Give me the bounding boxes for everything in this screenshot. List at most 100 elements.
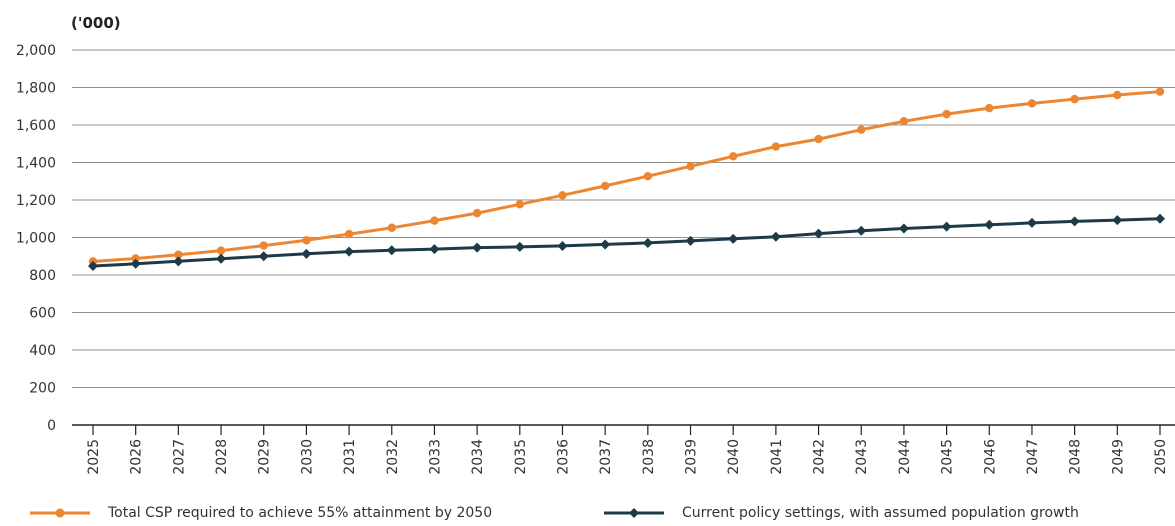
legend-item-total-csp: Total CSP required to achieve 55% attain… xyxy=(30,505,492,521)
x-tick-label: 2045 xyxy=(940,439,956,475)
data-point-current-policy xyxy=(1155,213,1165,224)
data-point-current-policy xyxy=(642,237,653,248)
data-point-current-policy xyxy=(685,235,696,246)
data-point-total-csp xyxy=(302,236,311,245)
data-point-total-csp xyxy=(387,223,396,232)
y-tick-label: 1,800 xyxy=(16,81,56,97)
gridlines xyxy=(72,49,1175,388)
x-tick-label: 2049 xyxy=(1110,439,1126,475)
data-point-total-csp xyxy=(259,241,268,250)
x-tick-label: 2027 xyxy=(171,439,187,475)
data-point-total-csp xyxy=(1155,87,1165,96)
data-point-total-csp xyxy=(216,246,226,255)
x-tick-label: 2042 xyxy=(812,439,828,475)
y-tick-label: 1,400 xyxy=(16,156,56,172)
data-point-total-csp xyxy=(1113,90,1122,100)
y-tick-label: 2,000 xyxy=(16,43,56,59)
data-point-total-csp xyxy=(174,250,183,259)
data-point-current-policy xyxy=(941,221,952,232)
y-tick-label: 1,600 xyxy=(16,118,56,134)
x-tick-label: 2033 xyxy=(427,439,443,475)
x-tick-label: 2043 xyxy=(854,439,870,475)
x-tick-label: 2048 xyxy=(1068,439,1084,475)
legend-label-current-policy: Current policy settings, with assumed po… xyxy=(682,505,1079,521)
data-point-current-policy xyxy=(301,248,312,259)
x-tick-label: 2034 xyxy=(470,439,486,475)
data-point-current-policy xyxy=(344,246,355,257)
data-point-current-policy xyxy=(898,223,909,234)
legend-swatch-current-policy xyxy=(604,508,664,518)
legend-swatch-total-csp xyxy=(30,508,90,518)
series-line-current-policy xyxy=(92,217,1161,268)
data-point-current-policy xyxy=(1026,217,1037,228)
x-tick-label: 2030 xyxy=(299,439,315,475)
x-tick-label: 2047 xyxy=(1025,439,1041,475)
legend-label-total-csp: Total CSP required to achieve 55% attain… xyxy=(108,505,493,521)
series-group xyxy=(88,87,1165,271)
data-point-current-policy xyxy=(514,241,525,252)
data-point-total-csp xyxy=(899,117,909,126)
data-point-total-csp xyxy=(814,134,823,144)
data-point-current-policy xyxy=(1069,216,1080,227)
x-tick-label: 2041 xyxy=(769,439,785,475)
y-tick-label: 1,000 xyxy=(16,231,56,247)
x-tick-label: 2044 xyxy=(897,439,913,475)
data-point-current-policy xyxy=(856,225,867,236)
data-point-total-csp xyxy=(344,229,354,239)
y-tick-label: 1,200 xyxy=(16,193,56,209)
data-point-total-csp xyxy=(771,142,781,151)
data-point-total-csp xyxy=(729,152,738,161)
y-axis-unit-label: ('000) xyxy=(71,14,121,32)
y-tick-label: 800 xyxy=(29,268,56,284)
data-point-current-policy xyxy=(386,245,397,256)
x-tick-label: 2038 xyxy=(641,439,657,475)
legend-item-current-policy: Current policy settings, with assumed po… xyxy=(604,505,1079,521)
x-tick-label: 2028 xyxy=(214,439,230,475)
data-point-total-csp xyxy=(600,181,610,191)
x-tick-label: 2037 xyxy=(598,439,614,475)
data-point-total-csp xyxy=(1070,94,1079,104)
data-point-current-policy xyxy=(88,261,98,271)
x-tick-label: 2032 xyxy=(385,439,401,475)
data-point-current-policy xyxy=(1112,215,1123,226)
data-point-current-policy xyxy=(984,219,995,230)
x-tick-label: 2035 xyxy=(513,439,529,475)
x-tick-label: 2039 xyxy=(684,439,700,475)
data-point-current-policy xyxy=(472,242,483,253)
x-tick-label: 2050 xyxy=(1153,439,1169,475)
data-point-current-policy xyxy=(728,233,739,244)
y-tick-label: 600 xyxy=(29,306,56,322)
data-point-total-csp xyxy=(515,200,524,209)
y-tick-label: 400 xyxy=(29,343,56,359)
data-point-total-csp xyxy=(857,125,866,134)
x-tick-label: 2036 xyxy=(555,439,571,475)
data-point-current-policy xyxy=(258,251,269,262)
x-tick-label: 2031 xyxy=(342,439,358,475)
data-point-current-policy xyxy=(130,258,141,269)
x-tick-label: 2040 xyxy=(726,439,742,475)
data-point-total-csp xyxy=(686,162,695,171)
data-point-current-policy xyxy=(216,253,227,264)
data-point-current-policy xyxy=(770,231,781,242)
data-point-total-csp xyxy=(942,109,951,119)
data-point-total-csp xyxy=(558,191,567,200)
series-line-total-csp xyxy=(92,90,1161,263)
x-tick-label: 2026 xyxy=(129,439,145,475)
y-tick-label: 200 xyxy=(29,381,56,397)
data-point-current-policy xyxy=(600,239,611,250)
data-point-total-csp xyxy=(131,254,140,263)
x-tick-label: 2025 xyxy=(86,439,102,475)
axes: 0 200 400 600 800 1,000 1,200 1,400 1,600 1,800 2,… xyxy=(16,43,1175,475)
data-point-current-policy xyxy=(173,256,184,267)
data-point-current-policy xyxy=(557,240,568,251)
data-point-total-csp xyxy=(472,208,482,218)
y-tick-label: 0 xyxy=(47,418,56,434)
data-point-current-policy xyxy=(813,228,824,239)
data-point-total-csp xyxy=(985,103,994,113)
data-point-current-policy xyxy=(429,244,440,255)
x-tick-label: 2029 xyxy=(257,439,273,475)
data-point-total-csp xyxy=(430,216,439,225)
data-point-total-csp xyxy=(1027,99,1037,108)
data-point-total-csp xyxy=(643,171,653,181)
